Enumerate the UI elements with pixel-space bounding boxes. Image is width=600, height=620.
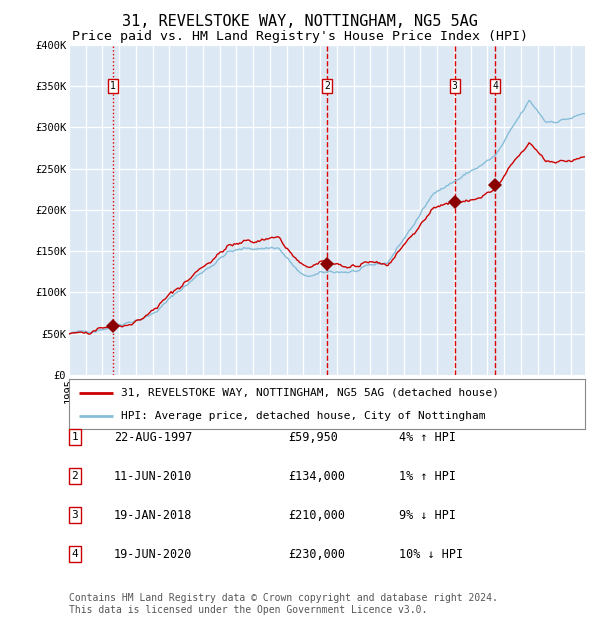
Text: Contains HM Land Registry data © Crown copyright and database right 2024.
This d: Contains HM Land Registry data © Crown c… [69,593,498,615]
Text: £59,950: £59,950 [288,431,338,443]
Text: 31, REVELSTOKE WAY, NOTTINGHAM, NG5 5AG: 31, REVELSTOKE WAY, NOTTINGHAM, NG5 5AG [122,14,478,29]
Text: 3: 3 [452,81,458,91]
Text: HPI: Average price, detached house, City of Nottingham: HPI: Average price, detached house, City… [121,410,485,420]
Text: 22-AUG-1997: 22-AUG-1997 [114,431,193,443]
Text: 11-JUN-2010: 11-JUN-2010 [114,470,193,482]
Text: £210,000: £210,000 [288,509,345,521]
Text: 4: 4 [493,81,498,91]
Text: 19-JAN-2018: 19-JAN-2018 [114,509,193,521]
Text: 4: 4 [71,549,79,559]
Text: £230,000: £230,000 [288,548,345,560]
Text: £134,000: £134,000 [288,470,345,482]
Text: 3: 3 [71,510,79,520]
Text: 2: 2 [325,81,331,91]
Text: 1: 1 [110,81,116,91]
Text: 2: 2 [71,471,79,481]
Text: Price paid vs. HM Land Registry's House Price Index (HPI): Price paid vs. HM Land Registry's House … [72,30,528,43]
Text: 1: 1 [71,432,79,442]
Text: 1% ↑ HPI: 1% ↑ HPI [399,470,456,482]
Text: 19-JUN-2020: 19-JUN-2020 [114,548,193,560]
Text: 31, REVELSTOKE WAY, NOTTINGHAM, NG5 5AG (detached house): 31, REVELSTOKE WAY, NOTTINGHAM, NG5 5AG … [121,388,499,398]
Text: 10% ↓ HPI: 10% ↓ HPI [399,548,463,560]
Text: 4% ↑ HPI: 4% ↑ HPI [399,431,456,443]
Text: 9% ↓ HPI: 9% ↓ HPI [399,509,456,521]
